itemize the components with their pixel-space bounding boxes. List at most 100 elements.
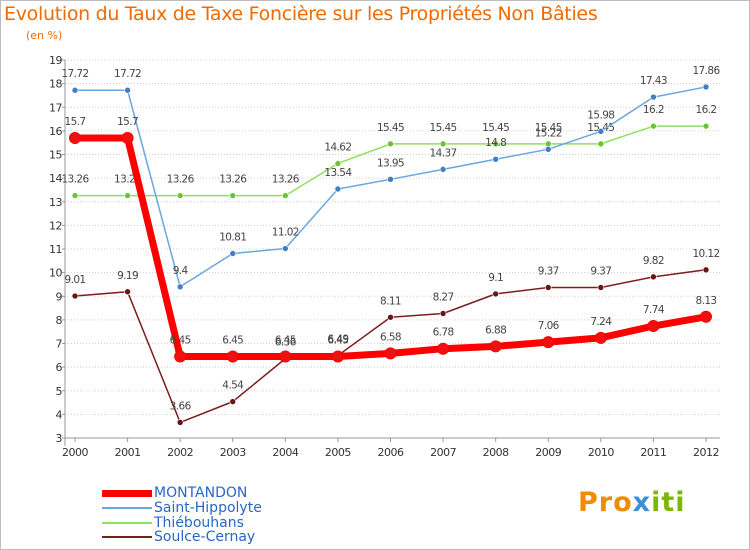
data-label-montandon-2009: 7.06 (538, 320, 560, 332)
data-label-thiebouhans-2008: 15.45 (482, 122, 509, 134)
y-tick-label-16: 16 (49, 125, 62, 138)
data-point-soulce-cernay-2008 (492, 290, 499, 298)
grid-lines (65, 59, 720, 439)
legend-item-thiebouhans: Thiébouhans (100, 515, 290, 531)
x-tick-label-2002: 2002 (167, 446, 193, 459)
data-point-thiebouhans-2006 (387, 140, 394, 148)
data-label-montandon-2001: 15.7 (117, 116, 138, 128)
data-label-soulce-cernay-2002: 3.66 (170, 400, 192, 412)
data-point-montandon-2010 (594, 331, 607, 344)
data-label-saint-hippolyte-2004: 11.02 (272, 227, 299, 239)
y-tick-label-15: 15 (49, 149, 62, 162)
x-tick-label-2007: 2007 (430, 446, 456, 459)
data-label-montandon-2003: 6.45 (222, 334, 243, 346)
chart-title: Evolution du Taux de Taxe Foncière sur l… (4, 3, 598, 25)
data-label-saint-hippolyte-2000: 17.72 (61, 68, 88, 80)
data-label-soulce-cernay-2008: 9.1 (488, 272, 503, 284)
data-point-thiebouhans-2004 (282, 192, 289, 199)
data-point-thiebouhans-2007 (439, 140, 447, 148)
y-tick-label-4: 4 (56, 408, 63, 421)
data-label-soulce-cernay-2004: 6.36 (275, 337, 297, 349)
x-tick-label-2009: 2009 (535, 446, 561, 459)
y-tick-labels: 3 4 5 6 7 8 9 10 11 12 13 14 15 16 17 18 19 (49, 54, 65, 445)
data-label-saint-hippolyte-2008: 14.8 (485, 137, 506, 149)
data-label-montandon-2006: 6.58 (380, 331, 401, 343)
data-label-saint-hippolyte-2009: 15.22 (535, 127, 562, 139)
legend-swatch-thiebouhans (102, 522, 152, 524)
data-point-saint-hippolyte-2002 (176, 283, 184, 291)
data-point-montandon-2012 (700, 310, 712, 323)
x-tick-labels: 2000 2001 2002 2003 2004 2005 2006 2007 2008 2009… (62, 438, 720, 459)
data-label-montandon-2010: 7.24 (590, 316, 612, 328)
x-tick-label-2000: 2000 (62, 446, 88, 459)
data-point-soulce-cernay-2003 (229, 398, 237, 405)
data-point-saint-hippolyte-2005 (334, 185, 342, 193)
data-label-soulce-cernay-2000: 9.01 (65, 274, 86, 286)
data-label-montandon-2007: 6.78 (433, 327, 454, 339)
y-tick-label-11: 11 (49, 243, 62, 256)
data-point-saint-hippolyte-2000 (71, 86, 79, 94)
data-label-montandon-2012: 8.13 (696, 295, 717, 307)
y-tick-label-7: 7 (56, 338, 63, 351)
data-point-soulce-cernay-2007 (439, 310, 447, 317)
data-point-soulce-cernay-2012 (702, 266, 710, 274)
data-label-soulce-cernay-2011: 9.82 (643, 255, 664, 267)
x-tick-label-2003: 2003 (220, 446, 246, 459)
y-tick-label-14: 14 (49, 172, 62, 185)
x-tick-label-2011: 2011 (640, 446, 666, 459)
x-tick-label-2004: 2004 (272, 446, 298, 459)
y-tick-label-3: 3 (56, 432, 63, 445)
data-point-soulce-cernay-2009 (544, 284, 552, 291)
data-label-thiebouhans-2012: 16.2 (696, 104, 717, 116)
x-tick-label-2005: 2005 (325, 446, 351, 459)
data-point-thiebouhans-2003 (229, 192, 237, 199)
legend-label-thiebouhans: Thiébouhans (154, 515, 244, 531)
data-label-saint-hippolyte-2002: 9.4 (173, 265, 189, 277)
data-label-thiebouhans-2002: 13.26 (167, 174, 195, 186)
logo-part-3: iti (651, 487, 686, 518)
legend-swatch-montandon (102, 490, 152, 497)
data-label-soulce-cernay-2006: 8.11 (380, 295, 401, 307)
y-tick-label-5: 5 (56, 385, 63, 398)
data-point-saint-hippolyte-2009 (544, 146, 552, 153)
data-label-saint-hippolyte-2001: 17.72 (114, 68, 141, 80)
x-tick-label-2006: 2006 (378, 446, 404, 459)
y-tick-label-9: 9 (56, 290, 63, 303)
data-label-saint-hippolyte-2006: 13.95 (377, 157, 404, 169)
data-label-thiebouhans-2003: 13.26 (219, 174, 247, 186)
data-point-thiebouhans-2000 (71, 192, 79, 199)
data-point-montandon-2002 (174, 350, 187, 363)
legend-swatch-saint-hippolyte (102, 507, 152, 509)
data-label-montandon-2000: 15.7 (65, 116, 86, 128)
x-tick-label-2001: 2001 (115, 446, 141, 459)
data-point-saint-hippolyte-2003 (229, 250, 237, 257)
data-label-thiebouhans-2010: 15.45 (587, 122, 614, 134)
proxiti-logo: Proxiti (578, 487, 686, 518)
y-tick-label-13: 13 (49, 196, 62, 209)
data-label-soulce-cernay-2009: 9.37 (538, 266, 559, 278)
data-label-saint-hippolyte-2012: 17.86 (692, 65, 720, 77)
data-point-soulce-cernay-2010 (597, 284, 605, 291)
data-label-soulce-cernay-2005: 6.49 (327, 334, 348, 346)
data-point-soulce-cernay-2002 (176, 419, 184, 426)
data-point-soulce-cernay-2001 (124, 288, 131, 296)
data-label-montandon-2011: 7.74 (643, 304, 665, 316)
legend-swatch-soulce-cernay (102, 536, 152, 538)
data-point-montandon-2005 (331, 350, 344, 363)
legend-item-soulce-cernay: Soulce-Cernay (100, 529, 290, 545)
data-label-saint-hippolyte-2007: 14.37 (430, 147, 457, 159)
legend-label-saint-hippolyte: Saint-Hippolyte (154, 500, 262, 516)
series-saint-hippolyte: 17.72 17.72 9.4 10.81 11.02 13.54 13.95 14.37 14… (61, 65, 721, 291)
y-tick-label-17: 17 (49, 101, 62, 114)
data-point-montandon-2000 (69, 131, 81, 144)
legend-label-soulce-cernay: Soulce-Cernay (154, 529, 256, 545)
data-label-soulce-cernay-2007: 8.27 (433, 291, 454, 303)
data-label-soulce-cernay-2010: 9.37 (590, 266, 611, 278)
data-label-thiebouhans-2011: 16.2 (643, 104, 664, 116)
data-point-thiebouhans-2012 (702, 122, 710, 130)
data-point-montandon-2004 (279, 350, 292, 363)
logo-part-2: x (632, 487, 652, 518)
data-label-montandon-2008: 6.88 (485, 324, 506, 336)
data-label-montandon-2004: 6.45 (275, 334, 296, 346)
data-label-thiebouhans-2000: 13.26 (61, 174, 89, 186)
